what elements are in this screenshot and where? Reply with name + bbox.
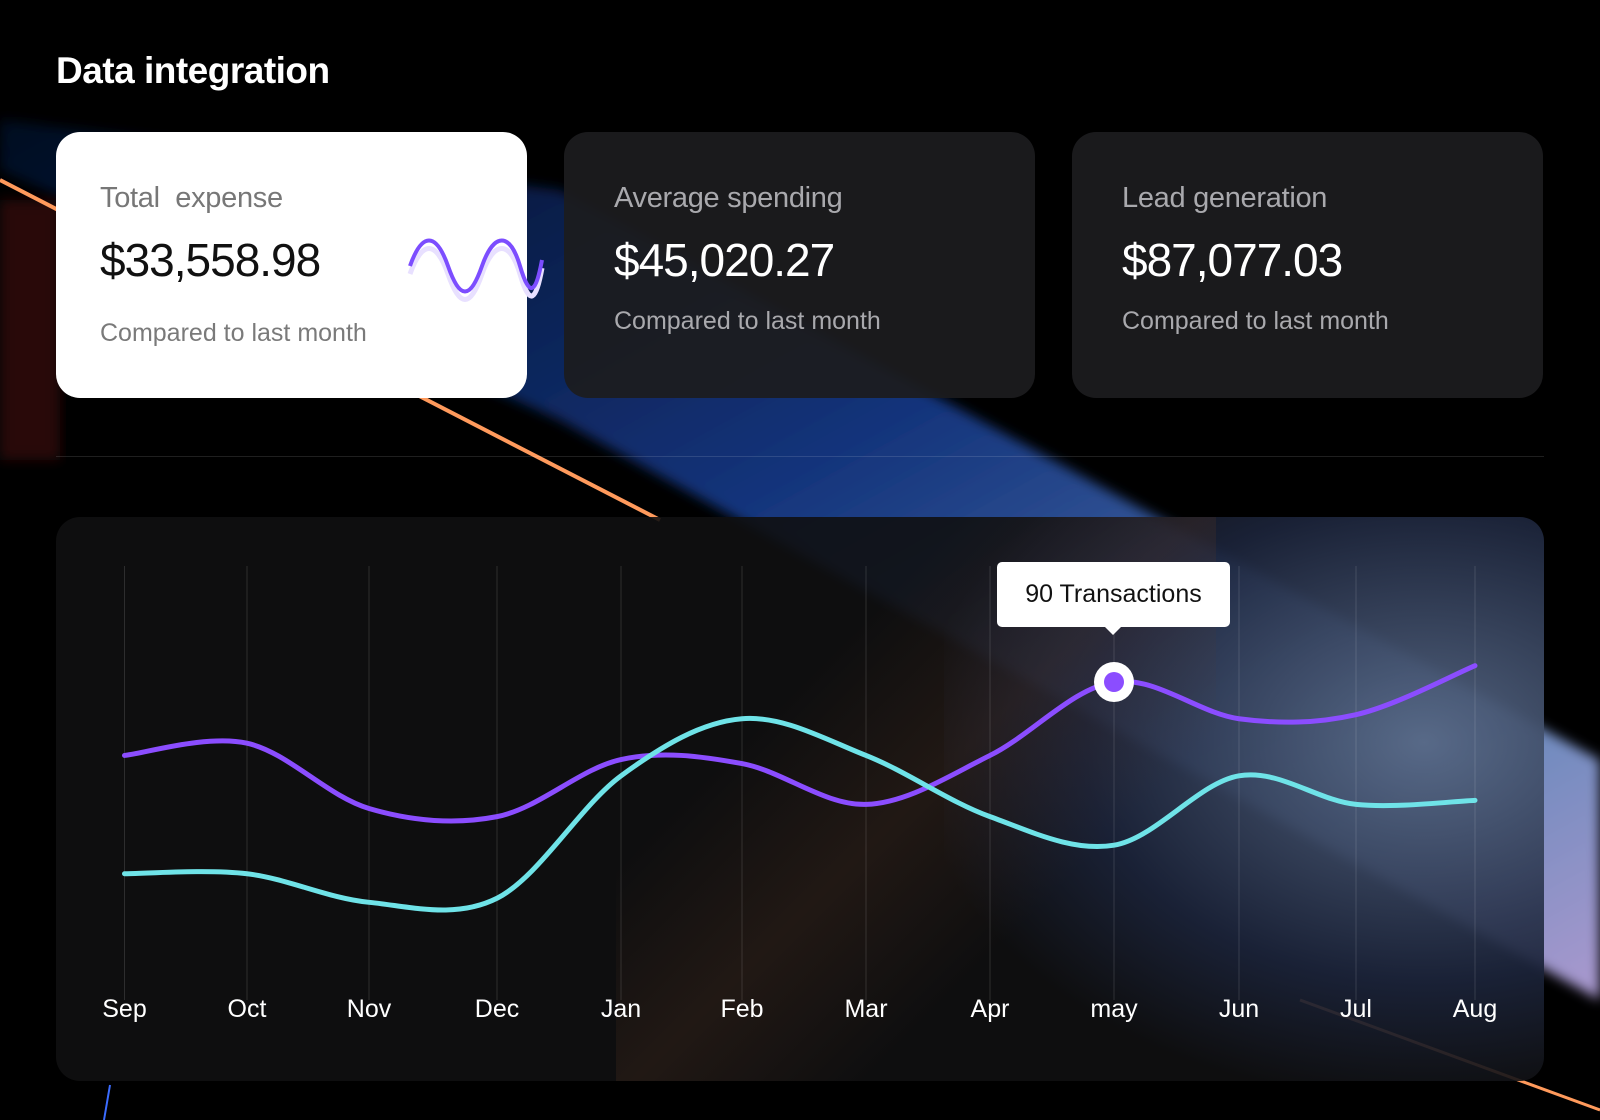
sparkline-wave-icon — [407, 238, 545, 302]
card-label: Total expense — [100, 182, 283, 214]
card-subtitle: Compared to last month — [614, 307, 881, 335]
card-label: Lead generation — [1122, 182, 1328, 214]
x-tick-label: may — [1090, 995, 1138, 1023]
x-tick-label: Jun — [1219, 995, 1259, 1023]
card-value: $87,077.03 — [1122, 234, 1343, 286]
card-total-expense[interactable]: Total expense $33,558.98 Compared to las… — [56, 132, 545, 398]
series-line-0 — [122, 663, 1478, 824]
x-tick-label: Nov — [347, 995, 392, 1023]
chart-panel: Sep Oct Nov Dec Jan Feb Mar Apr may Jun Jul Aug — [56, 517, 1544, 1081]
card-value: $33,558.98 — [100, 234, 321, 286]
x-tick-label: Oct — [228, 995, 267, 1023]
divider — [56, 456, 1544, 457]
x-tick-label: Jul — [1340, 995, 1372, 1023]
highlight-point — [1104, 672, 1124, 692]
x-tick-label: Aug — [1453, 995, 1497, 1023]
line-chart: Sep Oct Nov Dec Jan Feb Mar Apr may Jun Jul Aug — [102, 566, 1497, 1023]
x-tick-label: Sep — [102, 995, 146, 1023]
x-tick-label: Apr — [971, 995, 1010, 1023]
x-tick-label: Dec — [475, 995, 519, 1023]
card-subtitle: Compared to last month — [1122, 307, 1389, 335]
card-value: $45,020.27 — [614, 234, 835, 286]
x-tick-label: Feb — [720, 995, 763, 1023]
card-average-spending[interactable]: Average spending $45,020.27 Compared to … — [564, 132, 1035, 398]
card-label: Average spending — [614, 182, 843, 214]
series-line-1 — [122, 715, 1478, 913]
tooltip: 90 Transactions — [997, 562, 1230, 635]
x-tick-label: Jan — [601, 995, 641, 1023]
card-subtitle: Compared to last month — [100, 319, 367, 347]
x-tick-label: Mar — [844, 995, 887, 1023]
page-title: Data integration — [56, 50, 330, 91]
card-lead-generation[interactable]: Lead generation $87,077.03 Compared to l… — [1072, 132, 1543, 398]
